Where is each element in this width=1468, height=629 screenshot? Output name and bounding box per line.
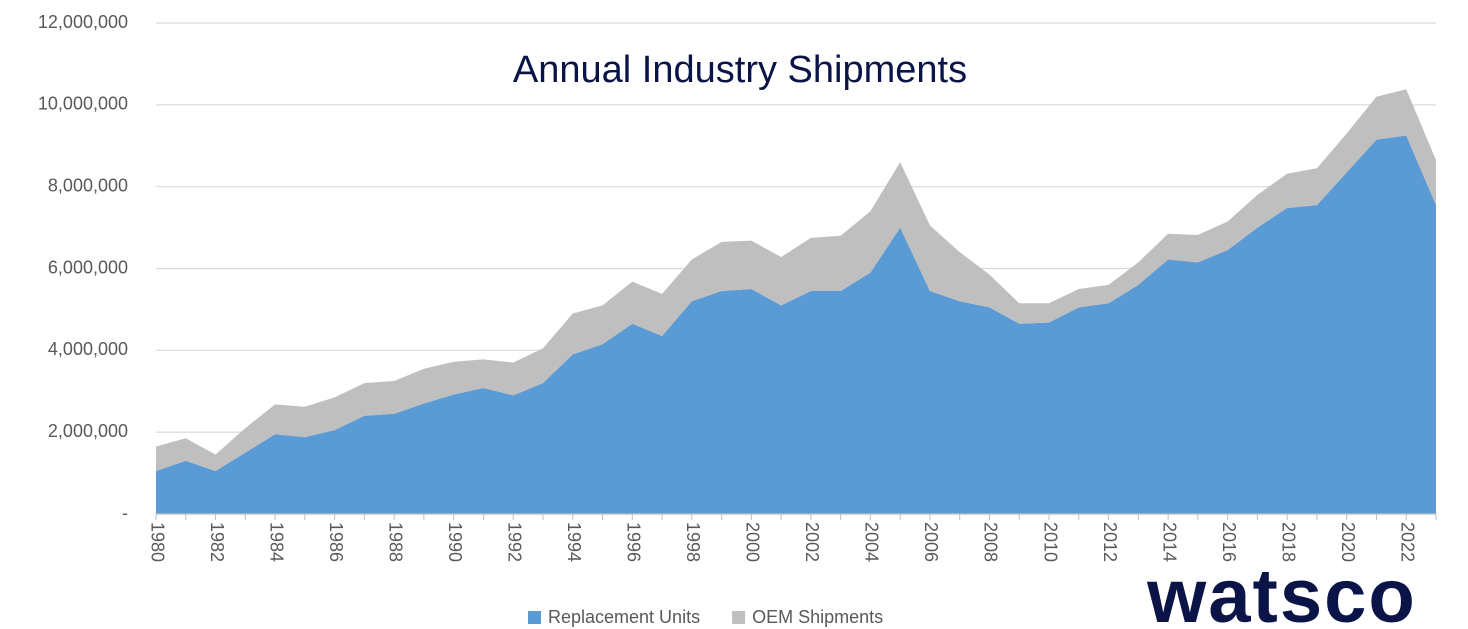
legend-label: OEM Shipments (752, 607, 883, 627)
y-tick-label: - (122, 503, 128, 523)
x-tick-label: 2004 (862, 522, 882, 562)
area (156, 89, 1436, 472)
x-tick-label: 2012 (1100, 522, 1120, 562)
x-tick-label: 2018 (1278, 522, 1298, 562)
x-tick-label: 2000 (743, 522, 763, 562)
chart-title: Annual Industry Shipments (513, 49, 967, 91)
x-tick-label: 1996 (624, 522, 644, 562)
x-tick-label: 1992 (504, 522, 524, 562)
y-tick-label: 6,000,000 (48, 257, 128, 277)
x-tick-label: 1986 (326, 522, 346, 562)
x-tick-label: 2010 (1040, 522, 1060, 562)
logo: watsco (1146, 554, 1417, 629)
x-tick-label: 1998 (683, 522, 703, 562)
x-tick-label: 2014 (1159, 522, 1179, 562)
legend-label: Replacement Units (548, 607, 700, 627)
y-tick-label: 12,000,000 (38, 12, 128, 32)
x-tick-label: 1980 (147, 522, 167, 562)
x-tick-label: 2006 (921, 522, 941, 562)
y-tick-label: 10,000,000 (38, 94, 128, 114)
x-tick-label: 2008 (981, 522, 1001, 562)
x-tick-label: 1990 (445, 522, 465, 562)
legend-swatch (528, 611, 541, 624)
y-tick-label: 4,000,000 (48, 339, 128, 359)
y-tick-label: 8,000,000 (48, 175, 128, 195)
x-tick-label: 2022 (1397, 522, 1417, 562)
x-tick-label: 1984 (266, 522, 286, 562)
x-tick-label: 2016 (1219, 522, 1239, 562)
y-tick-label: 2,000,000 (48, 421, 128, 441)
legend-swatch (732, 611, 746, 624)
x-tick-label: 1988 (385, 522, 405, 562)
x-tick-label: 2020 (1338, 522, 1358, 562)
x-tick-label: 2002 (802, 522, 822, 562)
x-tick-label: 1982 (207, 522, 227, 562)
x-tick-label: 1994 (564, 522, 584, 562)
area (156, 135, 1436, 515)
